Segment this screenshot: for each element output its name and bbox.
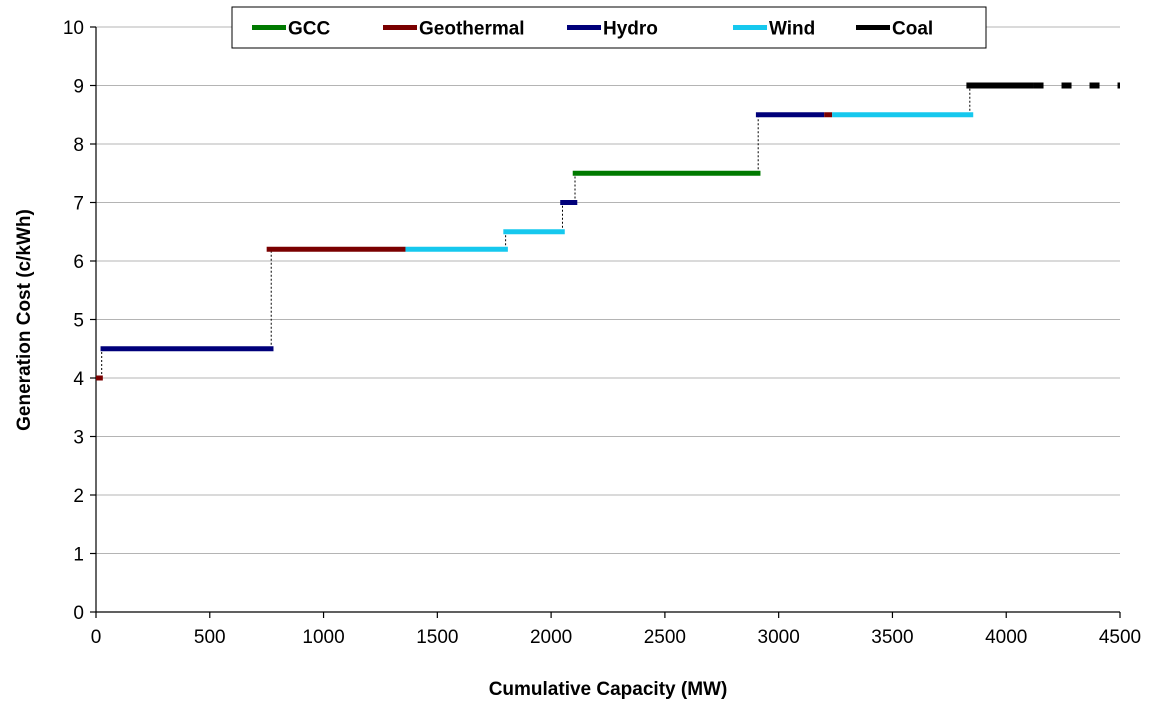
x-tick-label-3000: 3000 bbox=[758, 627, 800, 648]
legend-label-wind: Wind bbox=[769, 19, 815, 40]
series-segments bbox=[96, 82, 1120, 381]
x-tick-label-3500: 3500 bbox=[871, 627, 913, 648]
y-tick-label-7: 7 bbox=[73, 194, 84, 215]
legend-label-gcc: GCC bbox=[288, 19, 331, 40]
y-tick-label-6: 6 bbox=[73, 252, 84, 273]
y-tick-label-5: 5 bbox=[73, 311, 84, 332]
x-tick-label-2500: 2500 bbox=[644, 627, 686, 648]
x-tick-label-0: 0 bbox=[91, 627, 102, 648]
y-tick-label-1: 1 bbox=[73, 545, 84, 566]
x-tick-label-1000: 1000 bbox=[302, 627, 344, 648]
legend-label-hydro: Hydro bbox=[603, 19, 658, 40]
x-tick-label-500: 500 bbox=[194, 627, 226, 648]
y-tick-label-9: 9 bbox=[73, 77, 84, 98]
y-tick-label-4: 4 bbox=[73, 369, 84, 390]
legend: GCC Geothermal Hydro Wind Coal bbox=[231, 6, 987, 49]
legend-label-coal: Coal bbox=[892, 19, 933, 40]
y-tick-label-2: 2 bbox=[73, 486, 84, 507]
y-tick-label-8: 8 bbox=[73, 135, 84, 156]
step-connectors bbox=[101, 85, 971, 378]
axes bbox=[90, 26, 1121, 618]
y-tick-label-0: 0 bbox=[73, 603, 84, 624]
x-tick-label-4000: 4000 bbox=[985, 627, 1027, 648]
y-tick-label-3: 3 bbox=[73, 428, 84, 449]
x-axis-title: Cumulative Capacity (MW) bbox=[489, 679, 728, 700]
tick-labels: 0 1 2 3 4 5 6 7 8 9 10 0 500 1000 1500 2000 2500 3000 3500… bbox=[63, 18, 1141, 648]
x-tick-label-1500: 1500 bbox=[416, 627, 458, 648]
y-axis-title: Generation Cost (c/kWh) bbox=[14, 209, 35, 431]
x-tick-label-2000: 2000 bbox=[530, 627, 572, 648]
x-tick-label-4500: 4500 bbox=[1099, 627, 1141, 648]
legend-label-geothermal: Geothermal bbox=[419, 19, 525, 40]
y-tick-label-10: 10 bbox=[63, 18, 84, 39]
